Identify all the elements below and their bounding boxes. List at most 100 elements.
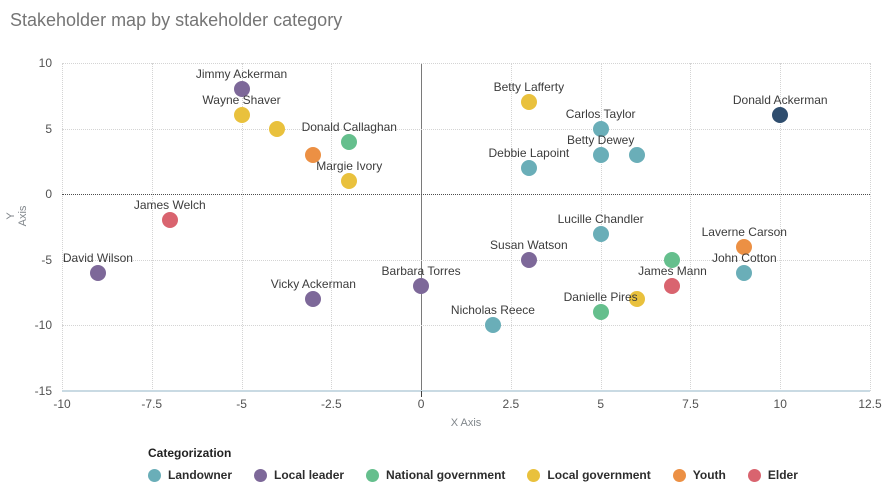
- scatter-point[interactable]: [628, 291, 645, 308]
- point-label: David Wilson: [62, 250, 133, 265]
- legend-swatch-icon: [527, 468, 541, 482]
- gridline-vertical: [241, 63, 243, 391]
- legend-item-landowner[interactable]: Landowner: [148, 468, 232, 482]
- y-tick-label: 10: [38, 56, 52, 70]
- legend-swatch-icon: [672, 468, 686, 482]
- point-label: Donald Callaghan: [301, 119, 397, 134]
- chart-title: Stakeholder map by stakeholder category: [10, 10, 343, 30]
- point-label: Susan Watson: [490, 237, 568, 252]
- scatter-point[interactable]: [628, 146, 645, 163]
- legend-item-local-government[interactable]: Local government: [527, 468, 651, 482]
- scatter-point[interactable]: [520, 159, 537, 176]
- point-label: Margie Ivory: [316, 159, 383, 174]
- scatter-point[interactable]: [233, 81, 250, 98]
- legend-swatch-icon: [747, 468, 761, 482]
- x-tick-label: -10: [53, 397, 71, 411]
- gridline-vertical: [870, 63, 871, 391]
- x-tick-label: -7.5: [141, 397, 163, 411]
- point-label: Vicky Ackerman: [270, 277, 356, 292]
- legend-item-national-government[interactable]: National government: [366, 468, 505, 482]
- legend-item-label: Local government: [547, 468, 651, 482]
- x-tick-label: 5: [597, 397, 604, 411]
- gridline-horizontal: [62, 128, 870, 130]
- scatter-point[interactable]: [341, 173, 358, 190]
- point-label: Donald Ackerman: [732, 93, 828, 108]
- y-tick-label: 0: [45, 187, 52, 202]
- point-label: Betty Dewey: [566, 132, 635, 147]
- scatter-point[interactable]: [664, 251, 681, 268]
- scatter-point[interactable]: [592, 146, 609, 163]
- gridline-vertical: [780, 63, 782, 391]
- x-tick-label: 0: [417, 397, 425, 411]
- x-tick-label: 12.5: [858, 397, 882, 411]
- point-label: James Welch: [133, 198, 206, 213]
- point-label: Debbie Lapoint: [488, 145, 570, 160]
- scatter-point[interactable]: [736, 264, 753, 281]
- scatter-point[interactable]: [592, 304, 609, 321]
- legend-item-label: Youth: [692, 468, 726, 482]
- legend-item-label: Landowner: [168, 468, 233, 482]
- y-tick-label: -5: [41, 252, 52, 267]
- x-axis-zero-tick: [421, 391, 423, 397]
- legend-item-elder[interactable]: Elder: [747, 468, 798, 482]
- scatter-point[interactable]: [664, 278, 681, 295]
- zero-line-horizontal: [62, 194, 870, 196]
- scatter-point[interactable]: [592, 225, 609, 242]
- y-tick-label: 5: [45, 121, 52, 136]
- point-label: Laverne Carson: [701, 224, 787, 239]
- gridline-vertical: [62, 63, 63, 391]
- point-label: Lucille Chandler: [557, 211, 644, 226]
- scatter-point[interactable]: [305, 291, 322, 308]
- scatter-point[interactable]: [341, 133, 358, 150]
- legend-swatch-icon: [254, 468, 268, 482]
- zero-line-vertical: [421, 63, 423, 391]
- scatter-point[interactable]: [484, 317, 501, 334]
- point-label: Danielle Pires: [563, 290, 638, 305]
- x-tick-label: -5: [236, 397, 247, 411]
- legend-items: Landowner Local leader National government…: [148, 468, 798, 482]
- point-label: Carlos Taylor: [565, 106, 636, 121]
- y-tick-label: -15: [34, 384, 52, 398]
- scatter-point[interactable]: [89, 264, 106, 281]
- gridline-vertical: [151, 63, 153, 391]
- gridline-vertical: [331, 63, 333, 391]
- x-axis-line: [62, 390, 870, 392]
- y-axis-title: Y Axis: [5, 205, 29, 227]
- legend-item-local-leader[interactable]: Local leader: [254, 468, 344, 482]
- legend-swatch-icon: [148, 468, 161, 482]
- x-tick-label: 10: [773, 397, 787, 411]
- point-label: Barbara Torres: [381, 264, 461, 279]
- legend-item-label: Elder: [767, 468, 798, 482]
- scatter-point[interactable]: [520, 251, 537, 268]
- scatter-point[interactable]: [772, 107, 789, 124]
- legend-item-label: National government: [386, 468, 506, 482]
- scatter-point[interactable]: [269, 120, 286, 137]
- point-label: John Cotton: [711, 250, 777, 265]
- x-tick-label: 7.5: [682, 397, 699, 411]
- scatter-point[interactable]: [736, 238, 753, 255]
- gridline-vertical: [690, 63, 692, 391]
- point-label: Nicholas Reece: [450, 303, 535, 318]
- legend-title: Categorization: [148, 446, 232, 460]
- point-label: James Mann: [638, 264, 707, 279]
- x-axis-title: X Axis: [450, 417, 482, 429]
- gridline-horizontal: [62, 259, 870, 261]
- scatter-point[interactable]: [592, 120, 609, 137]
- plot-area: Jimmy Ackerman Wayne Shaver Donald Callagh…: [62, 63, 871, 392]
- x-tick-label: -2.5: [320, 397, 342, 411]
- legend: Categorization Landowner Local leader Nati…: [148, 446, 798, 482]
- scatter-point[interactable]: [520, 94, 537, 111]
- y-tick-label: -10: [34, 318, 52, 333]
- scatter-point[interactable]: [413, 278, 430, 295]
- point-label: Jimmy Ackerman: [195, 67, 288, 82]
- point-label: Betty Lafferty: [493, 80, 565, 95]
- legend-item-label: Local leader: [274, 468, 345, 482]
- gridline-horizontal: [62, 63, 870, 64]
- scatter-point[interactable]: [305, 146, 322, 163]
- gridline-horizontal: [62, 325, 870, 327]
- scatter-point[interactable]: [161, 212, 178, 229]
- legend-item-youth[interactable]: Youth: [672, 468, 726, 482]
- gridline-vertical: [510, 63, 512, 391]
- scatter-point[interactable]: [233, 107, 250, 124]
